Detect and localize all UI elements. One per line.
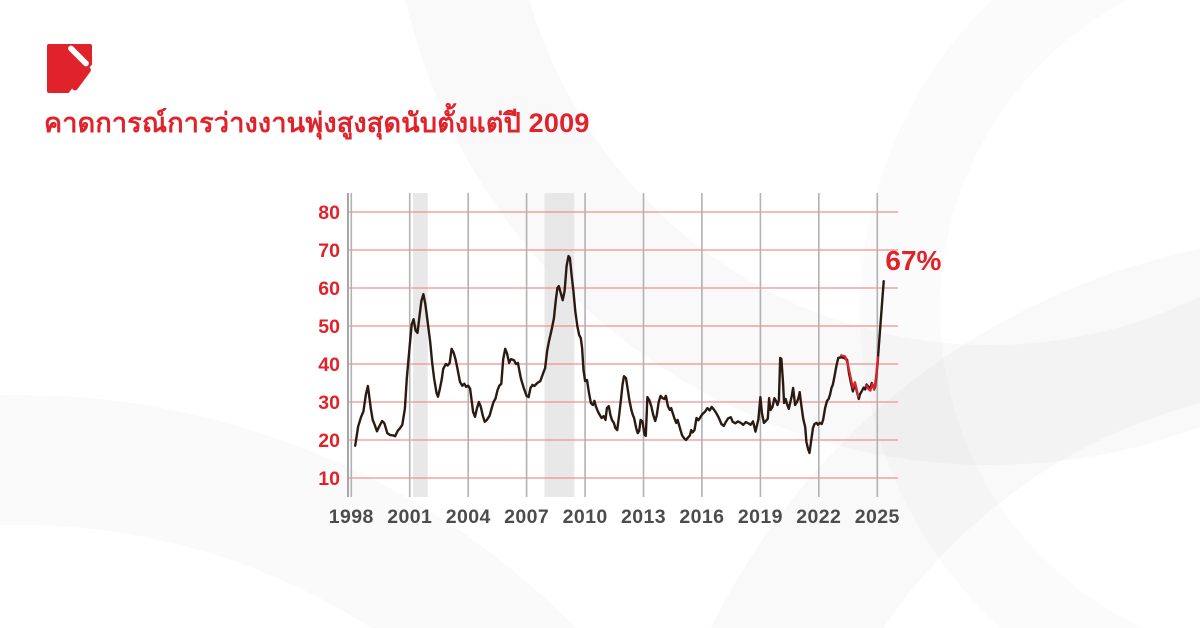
page-title: คาดการณ์การว่างงานพุ่งสูงสุดนับตั้งแต่ปี… [44,108,590,138]
publisher-logo-icon [47,44,92,93]
peak-value-label: 67% [885,245,941,276]
x-tick-label: 1998 [329,506,374,528]
series-forecast-overlay-2 [865,356,879,392]
logo-white-stroke [68,45,89,67]
x-tick-label: 2022 [796,506,841,528]
y-tick-label: 70 [318,240,340,262]
logo-red-stroke [72,67,91,91]
recession-band [413,193,428,497]
x-tick-label: 2001 [387,506,432,528]
x-tick-label: 2013 [621,506,666,528]
y-tick-label: 80 [318,202,340,224]
y-tick-label: 40 [318,354,340,376]
y-tick-label: 30 [318,392,340,414]
series-forecast-overlay-1 [840,354,860,398]
x-tick-label: 2007 [504,506,549,528]
x-tick-label: 2004 [446,506,491,528]
x-tick-label: 2025 [855,506,900,528]
x-tick-label: 2019 [738,506,783,528]
y-tick-label: 50 [318,316,340,338]
y-tick-label: 60 [318,278,340,300]
x-tick-label: 2016 [679,506,724,528]
y-tick-label: 20 [318,430,340,452]
y-tick-label: 10 [318,468,340,490]
x-tick-label: 2010 [563,506,608,528]
series-actual [354,254,885,455]
